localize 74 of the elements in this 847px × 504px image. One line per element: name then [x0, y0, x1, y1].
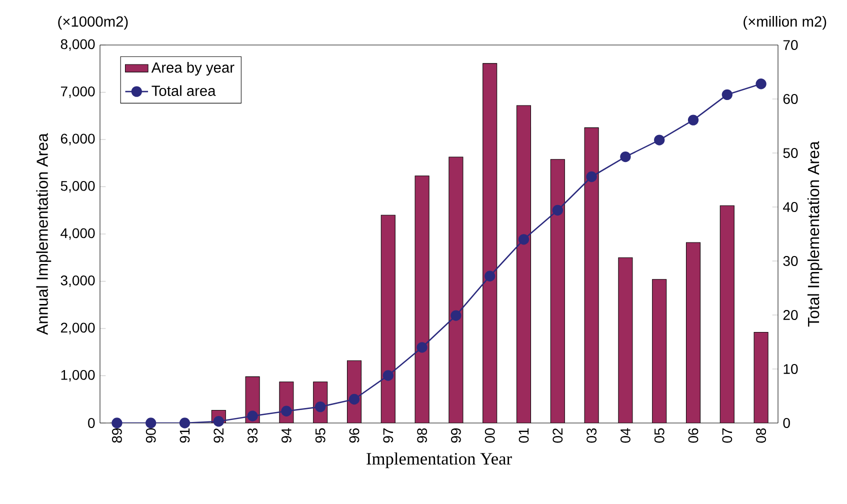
point	[348, 394, 360, 405]
point	[247, 410, 258, 422]
x-tick-label: 02	[552, 428, 563, 443]
bar	[618, 258, 632, 423]
bar	[720, 206, 734, 423]
bar	[754, 332, 768, 423]
x-tick-label: 96	[349, 428, 360, 443]
point	[179, 418, 190, 428]
bar	[652, 279, 666, 423]
y2-tick-label: 20	[783, 310, 798, 320]
y2-tick-label: 50	[783, 148, 798, 158]
point	[688, 114, 699, 126]
x-tick-label: 99	[451, 428, 461, 443]
y-tick-label: 2,000	[60, 322, 95, 334]
bar	[516, 105, 531, 423]
bar	[415, 176, 430, 423]
point	[484, 270, 496, 282]
x-axis-title: Implementation Year	[366, 452, 512, 468]
x-tick-label: 06	[688, 428, 698, 443]
y-tick-label: 4,000	[60, 228, 95, 240]
x-tick-label: 89	[112, 428, 122, 443]
point	[722, 89, 732, 100]
bar	[584, 128, 599, 423]
y-tick-label: 6,000	[60, 134, 95, 146]
y-tick-label: 3,000	[60, 275, 95, 288]
x-tick-label: 04	[620, 428, 630, 443]
y-tick-label: 5,000	[60, 180, 95, 193]
y2-tick-label: 70	[783, 40, 798, 50]
y-tick-label: 8,000	[60, 39, 95, 51]
point	[146, 418, 156, 428]
point	[112, 418, 122, 428]
y-tick-label: 1,000	[61, 370, 95, 382]
y2-tick-label: 40	[783, 202, 798, 212]
text: (×1000m2)	[58, 16, 128, 30]
point	[416, 342, 428, 353]
x-tick-label: 00	[484, 428, 495, 443]
point	[654, 134, 665, 146]
x-tick-label: 95	[315, 428, 326, 443]
text: (×million m2)	[744, 16, 826, 30]
point	[382, 370, 394, 381]
y-tick-label: 0	[88, 418, 95, 428]
x-tick-label: 93	[248, 428, 258, 443]
point	[552, 204, 563, 216]
y2-tick-label: 60	[783, 94, 798, 104]
x-tick-label: 94	[282, 428, 292, 443]
bar	[381, 215, 396, 423]
point	[281, 406, 292, 416]
y-axis-title: Annual Implementation Area	[36, 133, 52, 335]
x-tick-label: 08	[756, 428, 766, 443]
x-tick-label: 03	[586, 428, 597, 443]
bar	[448, 156, 463, 423]
legend-label: Area by year	[151, 62, 234, 76]
point	[586, 171, 597, 182]
point	[450, 310, 462, 321]
point	[620, 151, 631, 162]
x-tick-label: 91	[180, 428, 190, 443]
point	[756, 78, 766, 90]
bar	[482, 63, 497, 423]
y2-tick-label: 30	[783, 256, 798, 266]
legend-label: Total area	[152, 85, 216, 96]
point	[518, 234, 530, 245]
y2-tick-label: 0	[783, 418, 790, 428]
x-tick-label: 90	[146, 428, 156, 443]
bar	[550, 159, 565, 423]
x-tick-label: 97	[383, 428, 394, 443]
x-tick-label: 07	[722, 428, 732, 443]
bar	[686, 242, 700, 423]
x-tick-label: 98	[417, 428, 428, 443]
x-tick-label: 92	[214, 428, 224, 443]
x-tick-label: 01	[518, 428, 529, 443]
y2-tick-label: 10	[784, 364, 798, 374]
x-tick-label: 05	[654, 428, 664, 443]
y-tick-label: 7,000	[60, 86, 95, 98]
y2-axis-title: Total Implementation Area	[807, 141, 822, 327]
